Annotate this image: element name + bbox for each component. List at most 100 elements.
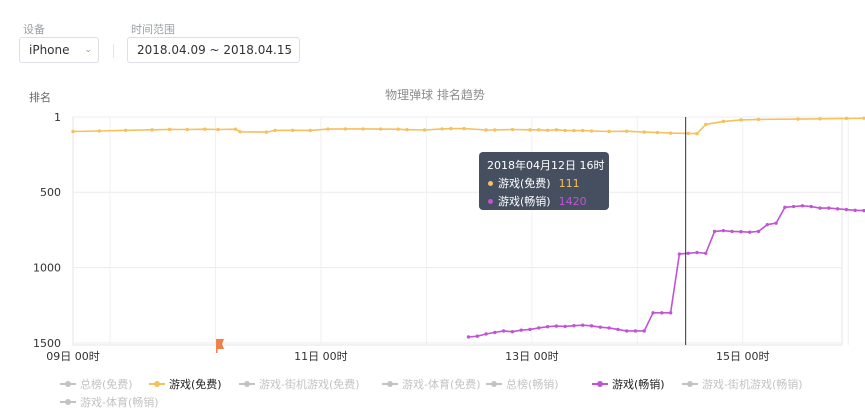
series-point — [537, 326, 541, 330]
device-select[interactable]: iPhone ⌄ — [19, 37, 99, 63]
series-point — [686, 251, 690, 255]
series-point — [97, 129, 102, 133]
series-point — [642, 130, 646, 134]
legend-item[interactable]: 游戏-体育(免费) — [382, 376, 481, 392]
series-point — [563, 128, 567, 133]
series-point — [655, 130, 660, 135]
chart-title: 物理弹球 排名趋势 — [385, 87, 485, 102]
series-point — [712, 229, 717, 234]
series-point — [545, 128, 550, 132]
series-point — [167, 127, 172, 132]
series-point — [695, 250, 699, 255]
tooltip-title: 2018年04月12日 16时 — [487, 159, 605, 172]
x-tick-label: 09日 00时 — [46, 350, 100, 363]
series-point — [422, 128, 427, 132]
series-point — [748, 230, 752, 234]
series-point — [124, 128, 128, 132]
series-point — [528, 327, 532, 332]
series-point — [396, 127, 400, 131]
series-point — [185, 127, 189, 132]
legend-item[interactable]: 游戏-街机游戏(畅销) — [682, 376, 803, 392]
tooltip-row: 游戏(免费) 111 — [487, 174, 601, 192]
date-range-select[interactable]: 2018.04.09 ~ 2018.04.15 ⌄ — [127, 37, 300, 63]
series-point — [686, 131, 690, 136]
legend-item[interactable]: 游戏-街机游戏(免费) — [239, 376, 360, 392]
series-point — [730, 229, 734, 234]
chevron-down-icon: ⌄ — [84, 45, 92, 55]
series-point — [721, 228, 726, 233]
legend-marker-icon — [682, 380, 698, 388]
device-label: 设备 — [23, 23, 45, 36]
series-point — [624, 129, 629, 133]
series-point — [660, 311, 664, 315]
series-point — [581, 323, 585, 327]
series-point — [581, 128, 585, 133]
series-point — [862, 116, 865, 120]
legend-label: 游戏-街机游戏(免费) — [259, 378, 360, 391]
legend-label: 游戏(免费) — [169, 378, 222, 391]
y-tick-label: 1500 — [33, 337, 61, 350]
legend-marker-icon — [592, 380, 608, 388]
series-point — [308, 128, 312, 133]
legend-item[interactable]: 游戏(畅销) — [592, 376, 665, 392]
series-point — [264, 130, 269, 134]
tooltip-series-value: 111 — [558, 176, 580, 190]
legend-marker-icon — [149, 380, 165, 388]
tooltip-series-name: 游戏(畅销) — [498, 195, 551, 208]
series-point — [765, 222, 769, 227]
legend-item[interactable]: 总榜(免费) — [60, 376, 133, 392]
series-point — [756, 117, 761, 122]
tooltip-series-value: 1420 — [558, 194, 587, 208]
series-point — [835, 207, 840, 211]
chevron-down-icon: ⌄ — [285, 45, 293, 55]
series-point — [853, 208, 857, 213]
series-point — [378, 127, 383, 131]
series-point — [862, 208, 865, 213]
chart-tooltip: 2018年04月12日 16时 游戏(免费) 111 游戏(畅销) 1420 — [479, 152, 609, 210]
legend-item[interactable]: 游戏(免费) — [149, 376, 222, 392]
series-point — [326, 127, 330, 131]
series-point — [739, 118, 743, 122]
series-line — [72, 117, 865, 135]
series-point — [774, 221, 778, 225]
series-point — [695, 131, 699, 136]
series-point — [493, 128, 497, 132]
series-point — [827, 206, 831, 210]
legend-label: 总榜(畅销) — [506, 378, 559, 391]
legend-marker-icon — [382, 380, 398, 388]
y-tick-label: 1 — [54, 111, 61, 124]
series-point — [291, 128, 295, 132]
legend-item[interactable]: 总榜(畅销) — [486, 376, 559, 392]
series-point — [783, 205, 787, 210]
series-point — [462, 126, 466, 131]
legend-item[interactable]: 游戏-体育(畅销) — [60, 394, 159, 410]
flag-icon[interactable] — [216, 339, 225, 353]
series-point — [844, 207, 849, 212]
legend-label: 游戏-街机游戏(畅销) — [702, 378, 803, 391]
series-point — [484, 332, 488, 336]
legend-label: 游戏-体育(畅销) — [80, 396, 159, 409]
series-point — [589, 324, 594, 328]
series-point — [589, 129, 594, 133]
y-axis-label: 排名 — [29, 90, 51, 104]
series-point — [844, 116, 849, 121]
series-point — [466, 335, 471, 339]
series-point — [501, 329, 506, 333]
series-point — [449, 126, 453, 131]
y-tick-label: 1000 — [33, 262, 61, 275]
x-tick-label: 11日 00时 — [294, 350, 348, 363]
series-point — [668, 311, 673, 315]
series-point — [554, 324, 559, 328]
legend-label: 游戏(畅销) — [612, 378, 665, 391]
filter-divider — [113, 44, 114, 58]
legend-label: 总榜(免费) — [80, 378, 133, 391]
legend-marker-icon — [60, 380, 76, 388]
series-point — [519, 328, 523, 332]
series-point — [756, 229, 761, 234]
series-point — [150, 128, 154, 132]
legend-marker-icon — [239, 380, 255, 388]
series-point — [216, 127, 220, 132]
series-point — [510, 127, 515, 132]
series-point — [537, 128, 541, 132]
